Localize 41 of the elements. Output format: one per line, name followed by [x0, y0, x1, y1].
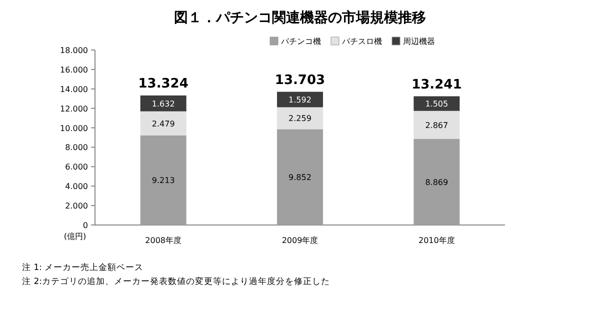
y-tick-label: 2.000: [65, 202, 88, 211]
data-label: 1.632: [152, 99, 175, 108]
y-axis-title: (億円): [64, 232, 86, 241]
y-tick-label: 10.000: [60, 124, 88, 133]
y-tick-label: 18.000: [60, 46, 88, 55]
total-label: 13.703: [274, 72, 326, 88]
data-label: 8.869: [425, 178, 448, 187]
text: 注 1: メーカー売上金額ベース: [22, 262, 144, 273]
data-label: 9.852: [288, 173, 312, 182]
bar: [140, 111, 186, 136]
total-label: 13.324: [138, 76, 188, 92]
data-label: 1.505: [425, 100, 448, 109]
y-tick-label: 0: [82, 221, 88, 230]
data-label: 2.259: [288, 114, 312, 124]
bar: [277, 92, 323, 108]
x-tick-label: 2009年度: [282, 236, 318, 245]
data-label: 2.867: [425, 120, 448, 130]
bar: [140, 95, 186, 112]
legend-label: 周辺機器: [403, 37, 435, 46]
chart-title: 図１．パチンコ関連機器の市場規模推移: [174, 9, 426, 26]
bar: [414, 138, 460, 225]
bar: [414, 110, 460, 139]
data-label: 1.592: [288, 96, 312, 105]
x-tick-label: 2010年度: [418, 236, 455, 245]
bar: [140, 135, 186, 225]
bar: [277, 129, 323, 225]
total-label: 13.241: [412, 77, 462, 92]
data-label: 9.213: [152, 176, 175, 186]
y-tick-label: 8.000: [65, 143, 88, 152]
y-tick-label: 16.000: [60, 65, 88, 74]
data-label: 2.479: [152, 119, 175, 128]
legend-label: パチンコ機: [280, 37, 321, 46]
x-tick-label: 2008年度: [145, 236, 182, 245]
text: 注 2:カテゴリの追加、メーカー発表数値の変更等により過年度分を修正した: [22, 276, 330, 287]
bar: [277, 107, 323, 130]
y-tick-label: 6.000: [65, 162, 88, 172]
y-tick-label: 14.000: [60, 84, 88, 94]
bar: [414, 96, 460, 111]
legend-label: パチスロ機: [341, 37, 382, 46]
y-tick-label: 4.000: [65, 182, 88, 192]
y-tick-label: 12.000: [60, 104, 88, 114]
